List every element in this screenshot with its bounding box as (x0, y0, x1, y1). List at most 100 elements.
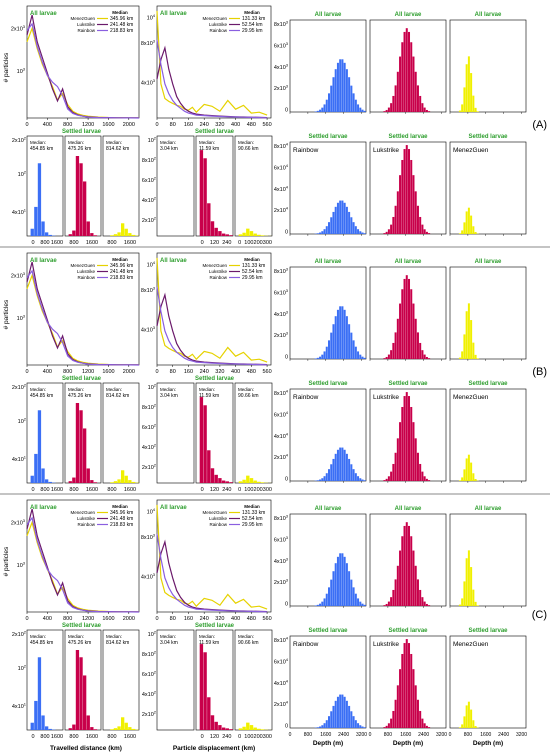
x-tick-label: 200 (254, 240, 263, 246)
depth-bar (325, 99, 328, 112)
y-tick-label: 103 (17, 67, 26, 76)
y-tick-label: 4x103 (274, 309, 289, 318)
depth-site-name: Lukstrike (373, 394, 399, 401)
depth-subplot (289, 388, 367, 482)
median-word: Median: (160, 634, 176, 639)
depth-bar (403, 525, 406, 606)
depth-bar (425, 478, 428, 481)
all-larvae-title: All larvae (315, 506, 342, 512)
settled-distance-bar (86, 468, 90, 483)
displacement-line-Lukstrike (156, 45, 268, 119)
settled-displacement-bar (253, 233, 257, 236)
settled-displacement-bar (238, 728, 243, 730)
depth-bar (334, 563, 337, 606)
depth-bar (419, 463, 422, 481)
depth-bar (474, 107, 477, 112)
depth-bar (350, 332, 353, 359)
x-tick-label: 800 (69, 240, 78, 246)
depth-bar (461, 351, 464, 359)
y-tick-label: 0 (285, 724, 288, 730)
x-tick-label: 1600 (124, 487, 136, 493)
legend-median: 345.96 km (110, 263, 133, 269)
legend-entry: Rainbow (77, 275, 95, 280)
median-value: 90.66 km (238, 640, 259, 646)
depth-bar (319, 603, 322, 606)
median-value: 90.66 km (238, 146, 259, 152)
settled-distance-bar (79, 657, 83, 730)
settled-displacement-subplot (156, 135, 195, 237)
settled-distance-bar (75, 156, 80, 236)
x-tick-label: 800 (107, 240, 116, 246)
depth-bar (385, 356, 388, 359)
depth-bar (325, 226, 328, 234)
depth-bar (345, 700, 348, 728)
depth-bar (414, 685, 417, 728)
x-tick-label: 800 (304, 732, 313, 738)
depth-bar (403, 31, 406, 113)
depth-bar (354, 593, 357, 606)
median-value: 90.66 km (238, 393, 259, 399)
legend-header: Median (112, 504, 128, 509)
x-tick-label: 2000 (123, 122, 135, 128)
x-tick-label: 800 (40, 734, 49, 740)
depth-bar (470, 567, 473, 606)
depth-bar (428, 233, 431, 234)
depth-bar (343, 556, 346, 606)
settled-displacement-bar (257, 728, 261, 730)
depth-bar (416, 699, 419, 728)
depth-bar (390, 224, 393, 234)
median-word: Median: (68, 140, 84, 145)
legend-entry: Lukstrike (209, 516, 228, 521)
depth-bar (394, 452, 397, 481)
legend-median: 29.95 km (242, 28, 263, 34)
depth-bar (385, 603, 388, 606)
settled-distance-bar (90, 480, 94, 483)
distance-line-MenezGuen (26, 273, 140, 366)
y-tick-label: 2x104 (274, 700, 289, 709)
depth-bar (323, 229, 326, 234)
depth-bar (403, 396, 406, 481)
x-tick-label: 300 (263, 487, 272, 493)
depth-bar (319, 479, 322, 481)
median-word: Median: (30, 140, 46, 145)
all-larvae-title: All larvae (395, 12, 422, 18)
depth-bar (465, 558, 468, 606)
x-axis-label-depth: Depth (m) (313, 740, 343, 747)
legend-median: 131.33 km (242, 263, 265, 269)
x-tick-label: 560 (262, 122, 271, 128)
depth-bar (348, 705, 351, 728)
depth-bar (334, 453, 337, 481)
settled-displacement-bar (210, 468, 215, 483)
depth-bar (361, 603, 364, 606)
x-tick-label: 3200 (356, 732, 367, 738)
depth-bar (336, 556, 339, 606)
depth-bar (341, 694, 344, 728)
legend-entry: MenezGuen (70, 263, 95, 268)
depth-bar (361, 109, 364, 112)
legend-header: Median (244, 257, 260, 262)
y-tick-label: 8x103 (141, 39, 156, 48)
depth-bar (390, 350, 393, 359)
settled-distance-bar (131, 234, 136, 236)
settled-displacement-bar (218, 725, 222, 730)
depth-bar (403, 278, 406, 359)
depth-bar (416, 205, 419, 234)
x-tick-label: 240 (222, 240, 231, 246)
y-tick-label: 2x103 (11, 271, 26, 280)
settled-distance-bar (128, 480, 132, 483)
settled-distance-bar (37, 657, 42, 730)
x-tick-label: 1600 (320, 732, 331, 738)
depth-bar (470, 215, 473, 234)
median-word: Median: (106, 387, 122, 392)
settled-displacement-bar (238, 481, 243, 483)
depth-bar (423, 723, 426, 728)
depth-bar (408, 396, 411, 481)
depth-bar (458, 727, 461, 728)
legend-header: Median (244, 504, 260, 509)
x-tick-label: 0 (238, 734, 241, 740)
depth-bar (325, 720, 328, 728)
settled-displacement-bar (246, 475, 250, 483)
y-tick-label: 2x104 (274, 206, 289, 215)
y-tick-label: 102 (148, 630, 157, 639)
